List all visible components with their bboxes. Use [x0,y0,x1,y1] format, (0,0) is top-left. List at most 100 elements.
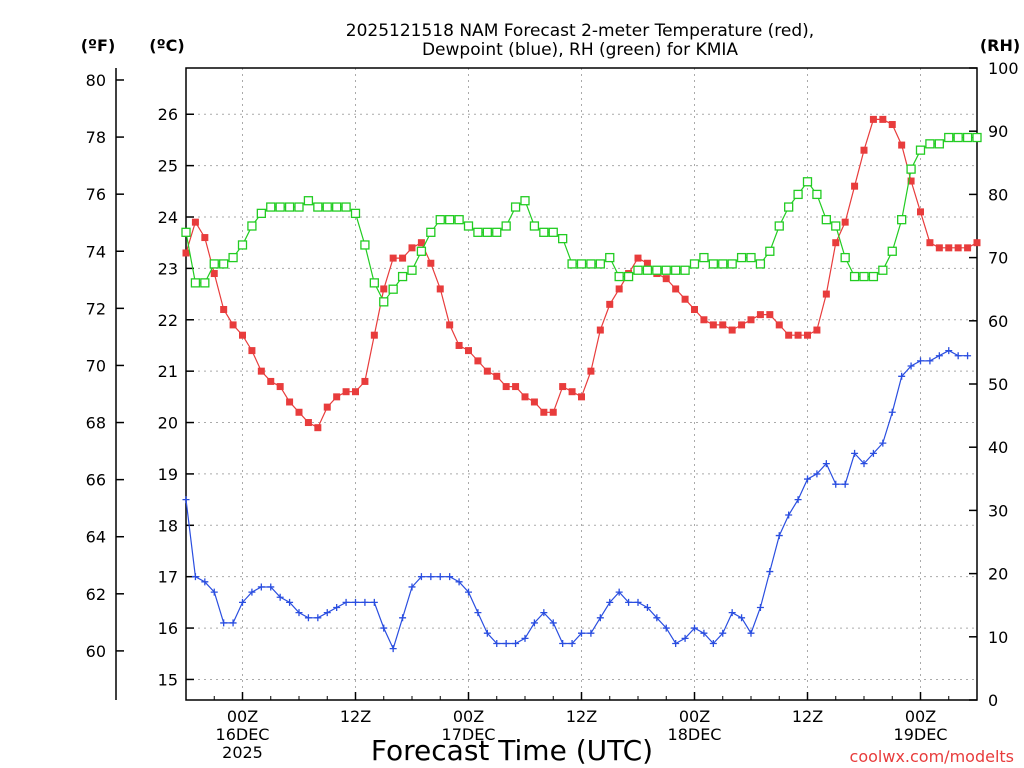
fahrenheit-tick-label: 60 [86,642,106,661]
dewpoint-point [549,619,557,627]
rh-point [510,202,521,212]
temperature-point [775,321,783,329]
rh-point [689,259,700,269]
temperature-point [700,316,708,324]
temperature-point [342,388,350,396]
dewpoint-point [917,357,924,365]
rh-point [736,252,747,263]
temperature-point [483,367,491,375]
dewpoint-point [483,629,491,637]
temperature-point [408,244,416,252]
dewpoint-point [596,614,604,622]
dewpoint-point [964,352,972,360]
dewpoint-point [578,629,585,637]
rh-point [576,259,587,269]
rh-point [454,215,464,225]
rh-point [445,215,455,225]
rh-point [548,227,558,237]
dewpoint-point [370,598,378,606]
temperature-point [549,408,557,416]
chart-title-line1: 2025121518 NAM Forecast 2-meter Temperat… [346,21,814,41]
temperature-point [304,419,312,427]
temperature-point [521,393,529,401]
temperature-point [719,321,727,329]
rh-point [303,196,314,206]
dewpoint-point [898,372,906,380]
rh-point [313,202,323,212]
temperature-point [295,408,303,416]
temperature-point [568,388,576,396]
temperature-point [493,372,501,380]
rh-point [680,265,690,275]
dewpoint-point [888,408,896,416]
rh-point [586,259,596,269]
rh-point [407,265,417,275]
temperature-point [907,177,915,185]
temperature-point [417,239,425,247]
rh-point [953,132,963,143]
dewpoint-point [220,619,228,627]
rh-point [200,278,210,288]
rh-point [256,208,266,219]
dewpoint-point [380,624,388,632]
temperature-point [643,259,651,267]
temperature-point [606,300,614,308]
dewpoint-point [417,573,425,581]
plot-frame [185,67,978,701]
rh-point [661,265,671,275]
series-relative-humidity [181,132,982,307]
series-line [185,349,968,651]
rh-point [275,202,285,212]
rh-tick-label: 80 [988,185,1008,204]
celsius-unit-label: (ºC) [149,36,184,55]
rh-tick-label: 60 [988,312,1008,331]
dewpoint-point [568,639,576,647]
celsius-tick-label: 24 [158,208,178,227]
temperature-point [672,285,680,293]
fahrenheit-unit-label: (ºF) [81,36,116,55]
dewpoint-point [851,449,859,457]
dewpoint-point [446,573,454,581]
rh-point [784,202,794,212]
x-tick-label: 12Z [340,707,371,726]
rh-point [962,132,973,143]
temperature-point [220,305,228,313]
celsius-tick-label: 18 [158,516,178,535]
x-date-label: 17DEC [442,725,496,744]
dewpoint-point [841,480,849,488]
dewpoint-point [455,578,463,586]
rh-point [266,202,276,212]
rh-point [755,259,766,269]
rh-point [614,271,624,282]
dewpoint-point [427,573,435,581]
dewpoint-point [436,573,444,581]
fahrenheit-tick-label: 80 [86,71,106,90]
dewpoint-point [935,352,943,360]
temperature-point [898,141,906,149]
rh-point [774,221,784,231]
temperature-point [662,275,670,283]
rh-point [463,221,474,231]
series-dewpoint [182,347,972,653]
temperature-point [333,393,341,401]
rh-point [718,259,728,269]
dewpoint-point [201,578,209,586]
dewpoint-point [352,598,359,606]
temperature-point [973,239,981,247]
temperature-point [465,347,472,355]
temperature-point [352,388,359,396]
dewpoint-point [709,639,717,647]
rh-point [209,259,219,269]
temperature-point [540,408,548,416]
rh-tick-label: 90 [988,122,1008,141]
dewpoint-point [521,634,529,642]
dewpoint-point [286,598,294,606]
fahrenheit-tick-label: 66 [86,471,106,490]
rh-point [878,265,888,275]
dewpoint-point [756,604,764,612]
dewpoint-point [257,583,265,591]
temperature-point [954,244,962,252]
rh-point [190,278,201,288]
temperature-point [709,321,717,329]
